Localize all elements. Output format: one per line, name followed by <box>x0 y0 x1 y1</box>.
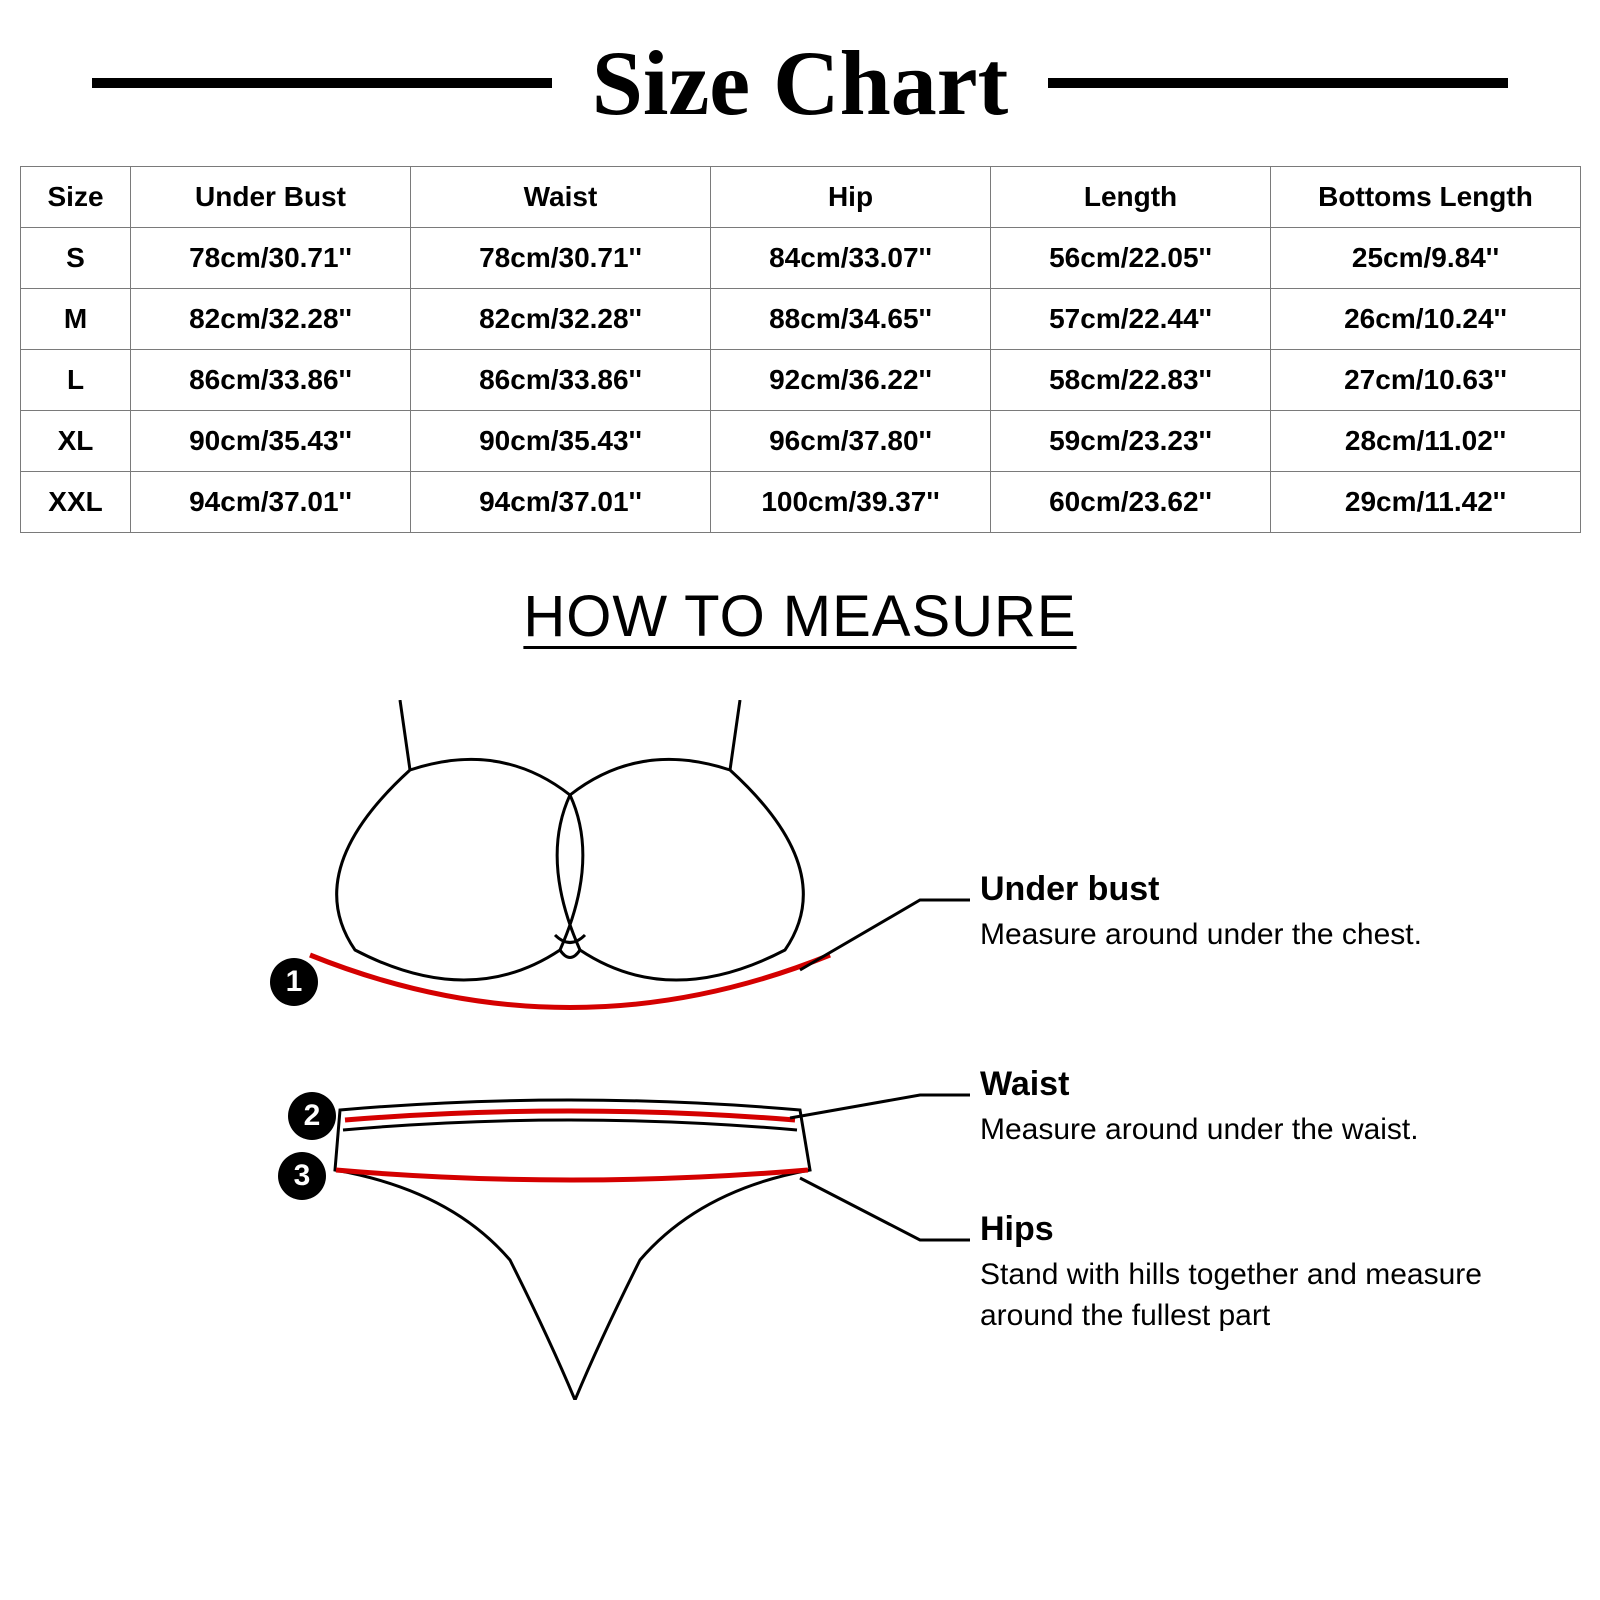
col-header: Under Bust <box>131 167 411 228</box>
cell: 90cm/35.43'' <box>131 411 411 472</box>
label-desc: Stand with hills together and measure ar… <box>980 1255 1490 1336</box>
table-header-row: Size Under Bust Waist Hip Length Bottoms… <box>21 167 1581 228</box>
cell: 96cm/37.80'' <box>711 411 991 472</box>
table-row: L 86cm/33.86'' 86cm/33.86'' 92cm/36.22''… <box>21 350 1581 411</box>
cell: 100cm/39.37'' <box>711 472 991 533</box>
cell: L <box>21 350 131 411</box>
label-title: Hips <box>980 1210 1490 1249</box>
table-row: M 82cm/32.28'' 82cm/32.28'' 88cm/34.65''… <box>21 289 1581 350</box>
cell: 60cm/23.62'' <box>991 472 1271 533</box>
cell: 25cm/9.84'' <box>1271 228 1581 289</box>
title-row: Size Chart <box>20 30 1580 136</box>
badge-3: 3 <box>278 1152 326 1200</box>
title-rule-right <box>1048 78 1508 88</box>
cell: 26cm/10.24'' <box>1271 289 1581 350</box>
label-desc: Measure around under the chest. <box>980 915 1480 956</box>
label-desc: Measure around under the waist. <box>980 1110 1480 1151</box>
cell: 84cm/33.07'' <box>711 228 991 289</box>
cell: 94cm/37.01'' <box>131 472 411 533</box>
badge-2: 2 <box>288 1092 336 1140</box>
label-under-bust: Under bust Measure around under the ches… <box>980 870 1480 956</box>
cell: 90cm/35.43'' <box>411 411 711 472</box>
table-row: XL 90cm/35.43'' 90cm/35.43'' 96cm/37.80'… <box>21 411 1581 472</box>
cell: XL <box>21 411 131 472</box>
table-row: S 78cm/30.71'' 78cm/30.71'' 84cm/33.07''… <box>21 228 1581 289</box>
col-header: Bottoms Length <box>1271 167 1581 228</box>
cell: 82cm/32.28'' <box>411 289 711 350</box>
cell: 92cm/36.22'' <box>711 350 991 411</box>
size-table: Size Under Bust Waist Hip Length Bottoms… <box>20 166 1581 533</box>
cell: 82cm/32.28'' <box>131 289 411 350</box>
title-rule-left <box>92 78 552 88</box>
col-header: Size <box>21 167 131 228</box>
col-header: Waist <box>411 167 711 228</box>
badge-1: 1 <box>270 958 318 1006</box>
cell: S <box>21 228 131 289</box>
label-title: Under bust <box>980 870 1480 909</box>
cell: 57cm/22.44'' <box>991 289 1271 350</box>
cell: 94cm/37.01'' <box>411 472 711 533</box>
cell: M <box>21 289 131 350</box>
cell: 29cm/11.42'' <box>1271 472 1581 533</box>
cell: 86cm/33.86'' <box>131 350 411 411</box>
page-title: Size Chart <box>592 30 1008 136</box>
table-row: XXL 94cm/37.01'' 94cm/37.01'' 100cm/39.3… <box>21 472 1581 533</box>
cell: 78cm/30.71'' <box>131 228 411 289</box>
size-chart-page: Size Chart Size Under Bust Waist Hip Len… <box>0 0 1600 1430</box>
measure-heading: HOW TO MEASURE <box>20 583 1580 650</box>
measure-diagram: 1 2 3 Under bust Measure around under th… <box>100 700 1500 1400</box>
label-hips: Hips Stand with hills together and measu… <box>980 1210 1490 1336</box>
cell: 58cm/22.83'' <box>991 350 1271 411</box>
table-body: S 78cm/30.71'' 78cm/30.71'' 84cm/33.07''… <box>21 228 1581 533</box>
col-header: Length <box>991 167 1271 228</box>
cell: 78cm/30.71'' <box>411 228 711 289</box>
cell: 27cm/10.63'' <box>1271 350 1581 411</box>
cell: 88cm/34.65'' <box>711 289 991 350</box>
label-waist: Waist Measure around under the waist. <box>980 1065 1480 1151</box>
col-header: Hip <box>711 167 991 228</box>
cell: 56cm/22.05'' <box>991 228 1271 289</box>
cell: 59cm/23.23'' <box>991 411 1271 472</box>
cell: 28cm/11.02'' <box>1271 411 1581 472</box>
label-title: Waist <box>980 1065 1480 1104</box>
cell: XXL <box>21 472 131 533</box>
cell: 86cm/33.86'' <box>411 350 711 411</box>
